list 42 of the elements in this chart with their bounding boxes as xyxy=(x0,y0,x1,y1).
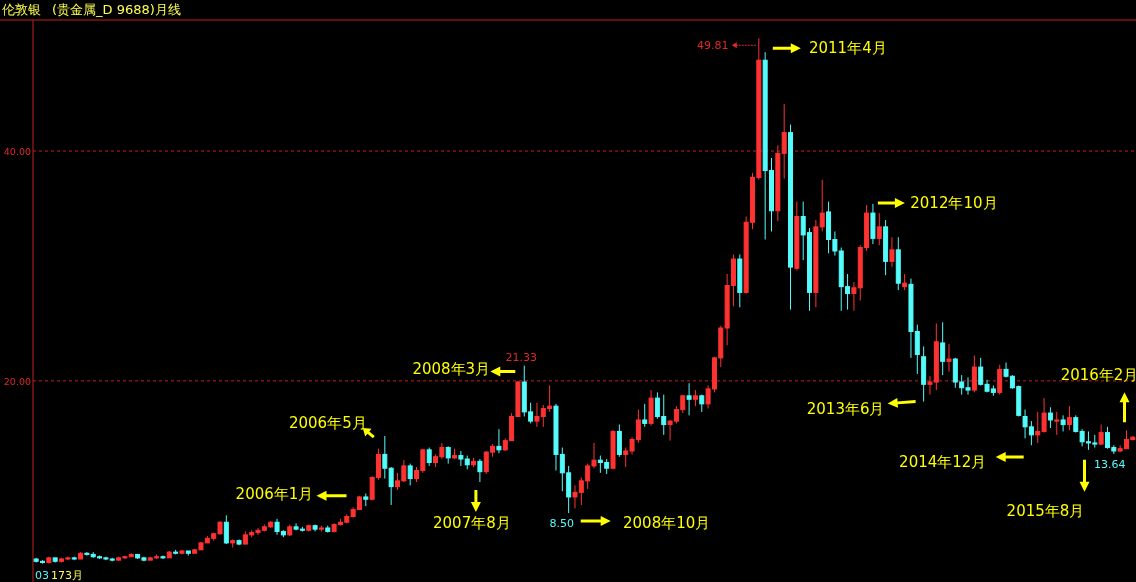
annotation: 2007年8月 xyxy=(433,514,511,533)
chart-subtitle: (贵金属_D 9688)月线 xyxy=(52,2,181,17)
candlestick xyxy=(407,463,413,486)
candlestick xyxy=(477,458,483,483)
annotation: 49.81 xyxy=(697,39,729,53)
candlestick xyxy=(1054,411,1060,436)
candlestick xyxy=(496,428,502,454)
y-tick-label: 20.00 xyxy=(3,375,31,387)
candlestick xyxy=(1066,405,1072,431)
candlestick xyxy=(1060,414,1066,432)
candlestick xyxy=(889,236,895,268)
annotation: 21.33 xyxy=(505,350,538,364)
candlestick xyxy=(642,403,648,428)
annotation: 8.50 xyxy=(549,517,574,531)
annotation: 2008年10月 xyxy=(623,514,711,533)
candlestick xyxy=(223,514,229,545)
annotation: 2011年4月 xyxy=(808,39,887,58)
candlestick xyxy=(426,447,432,467)
chart-title: 伦敦银 xyxy=(2,2,41,17)
candlestick xyxy=(876,212,882,246)
annotation: 2016年2月 xyxy=(1060,366,1136,385)
candlestick xyxy=(1047,406,1053,429)
candlestick xyxy=(997,364,1003,396)
candlestick xyxy=(946,343,952,373)
annotation: 2015年8月 xyxy=(1006,501,1085,520)
annotation: 13.64 xyxy=(1094,457,1126,471)
annotation: 2013年6月 xyxy=(806,399,885,418)
candlestick xyxy=(781,103,787,180)
annotation: 2006年1月 xyxy=(235,484,314,503)
candlestick xyxy=(382,435,388,480)
annotation: 03 xyxy=(35,569,49,582)
candlestick xyxy=(940,321,946,376)
candlestick xyxy=(616,424,622,458)
annotation: 2006年5月 xyxy=(288,414,367,433)
candlestick xyxy=(388,466,394,506)
annotation: 2014年12月 xyxy=(899,452,987,471)
annotation: 2008年3月 xyxy=(412,359,491,378)
candlestick xyxy=(686,382,692,416)
candlestick xyxy=(971,355,977,393)
annotation: 2012年10月 xyxy=(910,193,998,212)
y-tick-label: 40.00 xyxy=(3,146,31,158)
annotation: 173月 xyxy=(51,569,83,582)
